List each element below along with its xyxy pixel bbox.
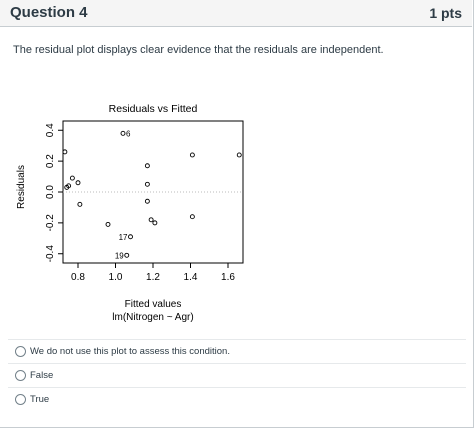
data-point: [144, 163, 150, 169]
x-tick-label: 1.4: [184, 272, 198, 283]
data-point: [152, 220, 158, 226]
data-point: [120, 130, 126, 136]
answer-option-3[interactable]: True: [8, 387, 466, 411]
residual-plot-svg: Residuals vs Fitted Fitted values lm(Nit…: [16, 103, 244, 323]
data-point: [128, 234, 133, 240]
data-point: [144, 198, 150, 204]
data-point: [144, 181, 150, 187]
y-tick-label: -0.4: [45, 245, 56, 263]
radio-button[interactable]: [15, 394, 26, 405]
x-axis-label-line1: Fitted values: [125, 299, 182, 310]
chart-layer: 0.8 1.0 1.2 1.4 1.6 -0.4 -0.2 0.0 0.2 0.4 6 19 17: [45, 123, 243, 283]
y-tick-label: 0.0: [45, 185, 56, 199]
y-tick-label: 0.2: [45, 154, 56, 168]
residual-plot: Residuals vs Fitted Fitted values lm(Nit…: [0, 95, 260, 330]
data-point: [189, 152, 195, 158]
data-point: [66, 183, 72, 189]
point-id-label: 6: [126, 129, 131, 138]
x-axis-label-line2: lm(Nitrogen ~ Agr): [112, 312, 193, 323]
answer-option-1[interactable]: We do not use this plot to assess this c…: [8, 339, 466, 363]
data-point: [77, 201, 83, 207]
question-prompt: The residual plot displays clear evidenc…: [13, 44, 384, 56]
data-point: [189, 214, 195, 220]
data-point: [148, 217, 154, 223]
point-id-label: 19: [115, 251, 124, 260]
data-point: [105, 221, 111, 227]
x-tick-label: 1.2: [146, 272, 160, 283]
answer-option-2[interactable]: False: [8, 363, 466, 387]
answer-label: False: [30, 370, 54, 381]
x-tick-label: 1.0: [109, 272, 123, 283]
data-point: [236, 152, 242, 158]
y-tick-label: 0.4: [45, 123, 56, 137]
plot-title: Residuals vs Fitted: [109, 103, 198, 115]
question-title: Question 4: [10, 4, 88, 21]
y-tick-label: -0.2: [45, 214, 56, 232]
data-point: [124, 252, 130, 258]
answer-label: We do not use this plot to assess this c…: [30, 346, 230, 357]
data-point: [69, 175, 75, 181]
data-point: [62, 149, 68, 155]
answer-label: True: [30, 394, 50, 405]
y-axis-label: Residuals: [16, 165, 27, 209]
data-point: [75, 180, 81, 186]
question-header: Question 4 1 pts: [0, 0, 472, 27]
x-tick-label: 1.6: [221, 272, 235, 283]
radio-button[interactable]: [15, 346, 26, 357]
point-id-label: 17: [119, 233, 128, 242]
question-points: 1 pts: [429, 5, 462, 21]
radio-button[interactable]: [15, 370, 26, 381]
x-tick-label: 0.8: [71, 272, 85, 283]
